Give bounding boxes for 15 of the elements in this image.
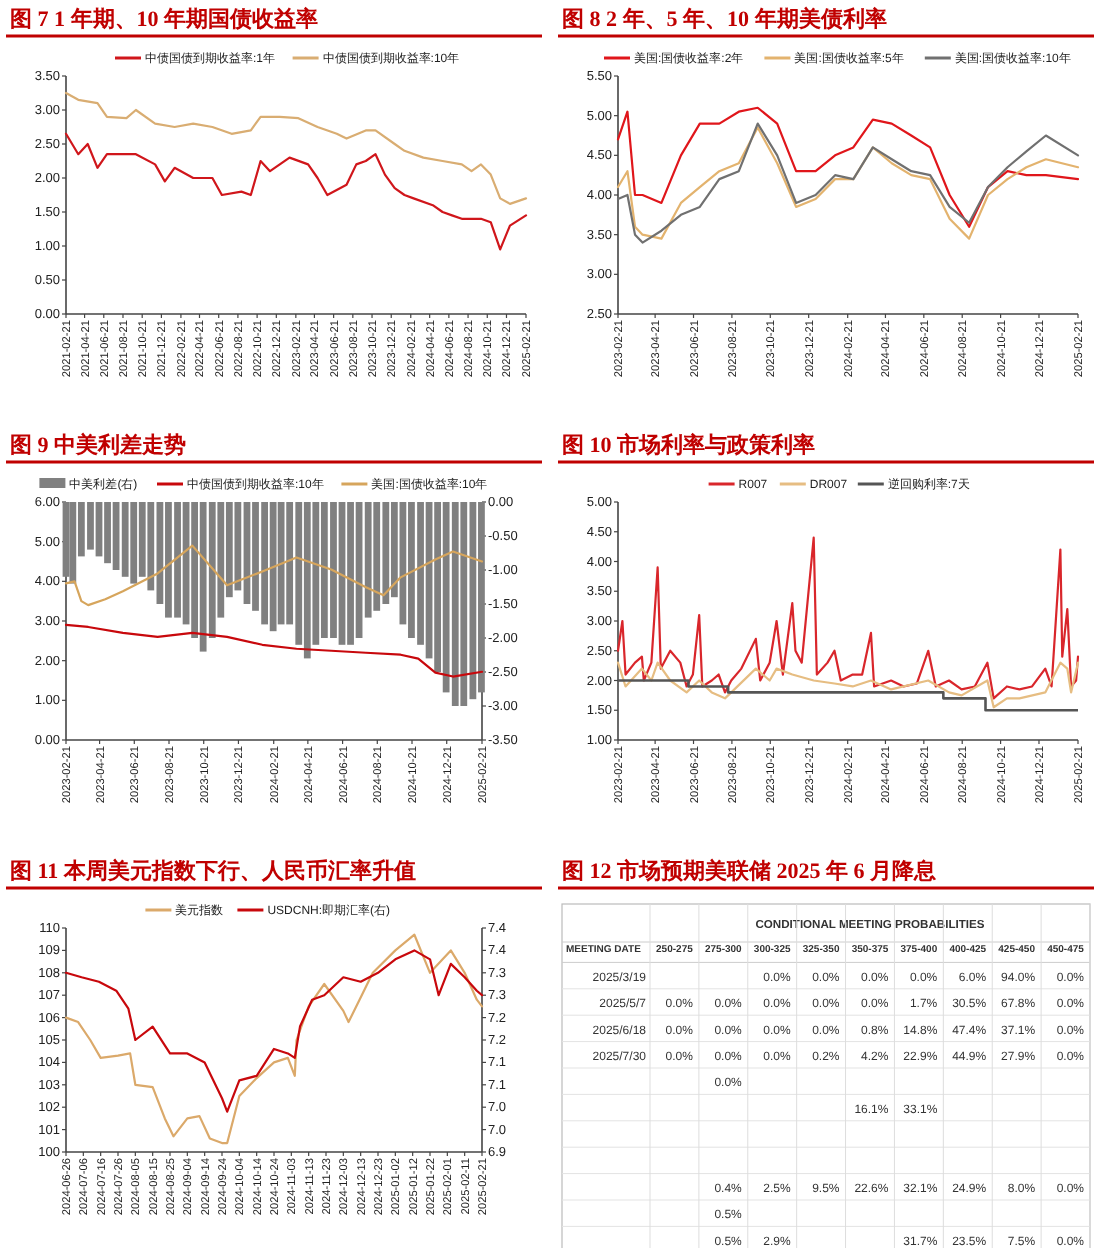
line-series [64, 623, 484, 678]
text: 图 12 市场预期美联储 2025 年 6 月降息 [562, 858, 938, 884]
chart-title: 图 7 1 年期、10 年期国债收益率 [10, 6, 318, 32]
chart-title: 图 8 2 年、5 年、10 年期美债利率 [562, 6, 887, 32]
chart-title: 图 10 市场利率与政策利率 [562, 432, 815, 458]
line-series [616, 106, 1080, 228]
line-series [64, 132, 528, 251]
line-series [64, 91, 528, 205]
line-series [64, 949, 484, 1113]
chart-title: 图 9 中美利差走势 [10, 432, 186, 458]
line-series [64, 544, 484, 607]
line-series [616, 661, 1080, 709]
line-series [64, 933, 484, 1145]
line-series [616, 536, 1080, 700]
chart-title: 图 11 本周美元指数下行、人民币汇率升值 [10, 858, 416, 884]
